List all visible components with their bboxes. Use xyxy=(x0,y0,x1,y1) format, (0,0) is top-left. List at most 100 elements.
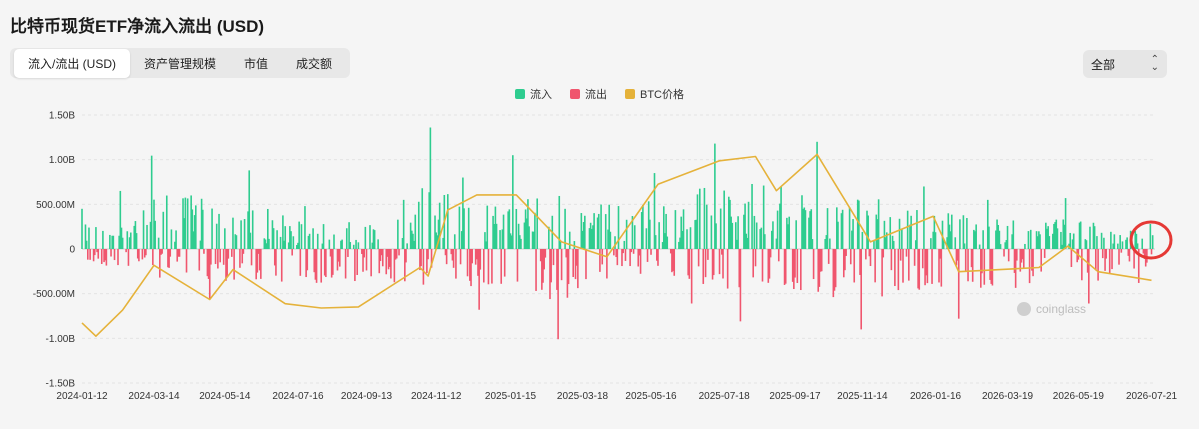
inflow-bar xyxy=(199,240,202,249)
outflow-bar xyxy=(542,249,544,283)
outflow-bar xyxy=(784,249,787,284)
outflow-bar xyxy=(967,249,969,282)
inflow-bar xyxy=(966,218,968,249)
outflow-bar xyxy=(291,249,293,256)
inflow-bar xyxy=(402,199,405,249)
inflow-bar xyxy=(988,226,990,249)
inflow-bar xyxy=(146,224,148,249)
outflow-bar xyxy=(1097,249,1099,281)
inflow-bar xyxy=(901,228,903,249)
inflow-bar xyxy=(916,210,918,249)
inflow-bar xyxy=(934,232,937,249)
inflow-bar xyxy=(678,241,680,249)
outflow-bar xyxy=(613,249,615,256)
inflow-bar xyxy=(654,235,657,249)
inflow-bar xyxy=(999,244,1002,249)
outflow-bar xyxy=(113,249,116,261)
inflow-bar xyxy=(703,187,706,249)
inflow-bar xyxy=(1134,230,1137,249)
outflow-bar xyxy=(606,249,608,279)
tab-flows[interactable]: 流入/流出 (USD) xyxy=(14,48,130,78)
outflow-bar xyxy=(469,249,471,281)
outflow-bar xyxy=(452,249,455,268)
inflow-bar xyxy=(873,240,875,249)
outflow-bar xyxy=(405,249,407,263)
outflow-bar xyxy=(791,249,794,282)
inflow-bar xyxy=(747,201,750,249)
x-tick-label: 2025-05-16 xyxy=(625,391,677,402)
inflow-bar xyxy=(292,236,295,249)
tab-volume[interactable]: 成交额 xyxy=(296,56,333,71)
inflow-bar xyxy=(290,231,292,249)
inflow-bar xyxy=(959,219,961,249)
inflow-bar xyxy=(1125,239,1127,249)
inflow-bar xyxy=(240,220,242,249)
outflow-bar xyxy=(918,249,921,290)
inflow-bar xyxy=(243,219,246,249)
inflow-bar xyxy=(1113,234,1116,249)
tab-aum[interactable]: 资产管理规模 xyxy=(144,56,217,71)
range-select[interactable]: 全部 ⌃ ⌄ xyxy=(1083,50,1167,78)
page-title: 比特币现货ETF净流入流出 (USD) xyxy=(10,17,265,36)
outflow-bar xyxy=(817,249,820,292)
inflow-bar xyxy=(484,232,486,249)
inflow-bar xyxy=(170,229,173,249)
outflow-bar xyxy=(241,249,244,264)
outflow-bar xyxy=(1094,249,1097,271)
outflow-bar xyxy=(239,249,241,268)
outflow-bar xyxy=(385,249,388,275)
inflow-bar xyxy=(1039,234,1041,249)
outflow-bar xyxy=(938,249,940,283)
inflow-bar xyxy=(218,213,220,249)
outflow-bar xyxy=(1133,249,1135,269)
inflow-bar xyxy=(298,221,300,249)
inflow-bar xyxy=(1061,244,1063,249)
inflow-bar xyxy=(352,244,355,249)
outflow-bar xyxy=(136,249,139,259)
inflow-bar xyxy=(948,224,951,249)
inflow-bar xyxy=(645,228,648,249)
inflow-bar xyxy=(751,183,753,249)
outflow-bar xyxy=(242,249,245,254)
inflow-bar xyxy=(840,213,843,249)
outflow-bar xyxy=(363,249,365,258)
inflow-bar xyxy=(1069,232,1072,249)
inflow-bar xyxy=(401,238,404,249)
outflow-bar xyxy=(168,249,170,268)
outflow-bar xyxy=(127,249,130,266)
inflow-bar xyxy=(494,206,497,249)
outflow-bar xyxy=(482,249,485,283)
inflow-bar xyxy=(573,241,576,249)
outflow-bar xyxy=(390,249,392,279)
outflow-bar xyxy=(344,249,347,279)
x-tick-label: 2024-09-13 xyxy=(341,391,393,402)
outflow-bar xyxy=(1111,249,1113,270)
inflow-bar xyxy=(715,223,717,249)
inflow-bar xyxy=(85,240,88,249)
inflow-bar xyxy=(88,227,90,249)
inflow-bar xyxy=(235,235,238,249)
outflow-bar xyxy=(913,249,916,266)
legend-item-outflow[interactable]: 流出 xyxy=(570,86,607,102)
outflow-bar xyxy=(320,249,323,283)
inflow-bar xyxy=(1047,226,1049,249)
inflow-bar xyxy=(118,235,120,249)
outflow-bar xyxy=(964,249,967,271)
outflow-bar xyxy=(1032,249,1034,277)
inflow-bar xyxy=(681,230,684,249)
outflow-bar xyxy=(890,249,893,271)
outflow-bar xyxy=(754,249,757,267)
outflow-bar xyxy=(768,249,771,279)
inflow-bar xyxy=(826,208,829,249)
inflow-bar xyxy=(589,222,592,249)
inflow-bar xyxy=(743,214,745,249)
outflow-bar xyxy=(93,249,96,256)
inflow-bar xyxy=(906,210,909,249)
inflow-bar xyxy=(486,205,489,249)
tab-market-cap[interactable]: 市值 xyxy=(244,56,269,71)
legend-item-btc-price[interactable]: BTC价格 xyxy=(625,86,684,102)
outflow-bar xyxy=(712,249,715,276)
inflow-bar xyxy=(345,228,348,249)
legend-item-inflow[interactable]: 流入 xyxy=(515,86,552,102)
outflow-bar xyxy=(869,249,872,267)
